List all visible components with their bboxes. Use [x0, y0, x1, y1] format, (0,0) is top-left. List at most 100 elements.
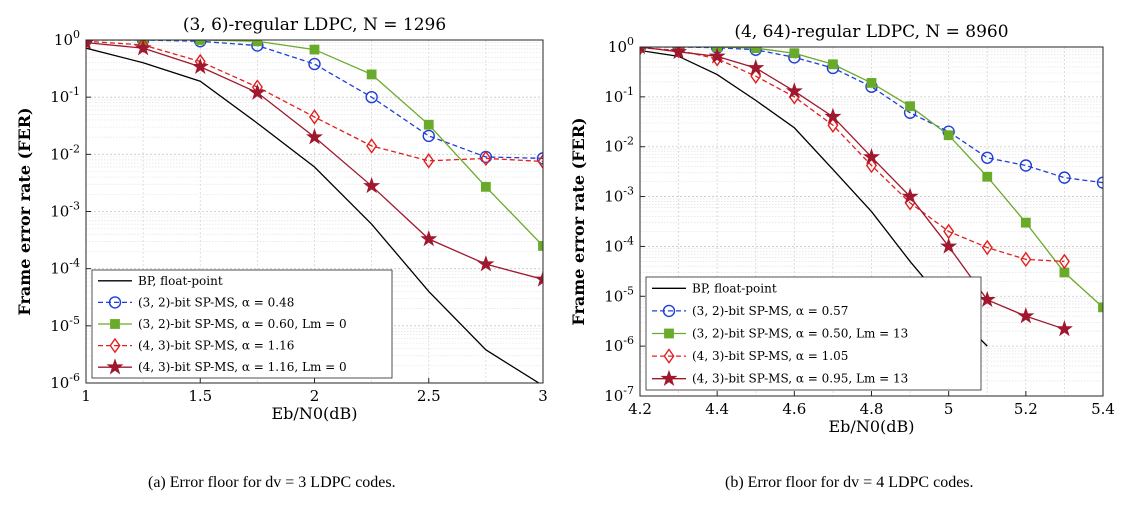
data-point	[365, 90, 378, 104]
data-point	[866, 78, 877, 88]
x-tick-label: 4.2	[628, 400, 652, 418]
y-tick-label: 10-6	[604, 334, 634, 355]
data-point	[747, 59, 765, 76]
data-point	[750, 68, 762, 84]
data-point	[1020, 217, 1031, 228]
series-1	[640, 47, 1103, 189]
legend-entry: (3, 2)-bit SP-MS, α = 0.60, Lm = 0	[138, 317, 347, 331]
data-point	[1058, 171, 1071, 184]
series-line	[86, 47, 541, 383]
series-line	[86, 40, 543, 163]
legend-0: BP, float-point (3, 2)-bit SP-MS, α = 0.4…	[91, 269, 393, 379]
x-tick-label: 2.5	[417, 387, 441, 405]
data-point	[943, 130, 954, 141]
data-point	[195, 40, 206, 45]
legend-marker	[110, 319, 120, 329]
data-point	[981, 239, 993, 256]
data-point	[905, 101, 915, 112]
data-point	[309, 44, 320, 55]
legend-entry: BP, float-point	[138, 274, 223, 288]
y-tick-label: 10-1	[604, 85, 634, 106]
data-point	[248, 83, 266, 100]
y-tick-label: 10-1	[50, 85, 80, 106]
legend-entry: (3, 2)-bit SP-MS, α = 0.50, Lm = 13	[692, 327, 908, 341]
legend-entry: BP, float-point	[692, 281, 777, 295]
y-axis-label: Frame error rate (FER)	[569, 117, 588, 325]
x-tick-label: 5	[944, 400, 954, 418]
data-point	[1096, 176, 1103, 189]
data-point	[191, 57, 209, 75]
legend-marker	[106, 358, 124, 375]
legend-marker	[109, 337, 121, 354]
series-2	[86, 40, 543, 251]
data-point	[828, 59, 838, 70]
data-point	[901, 187, 919, 204]
data-point	[423, 153, 435, 169]
x-tick-label: 1	[81, 387, 91, 405]
data-point	[1017, 307, 1035, 324]
x-tick-label: 5.4	[1091, 400, 1115, 418]
x-tick-label: 4.4	[705, 400, 729, 418]
y-tick-label: 10-2	[50, 142, 80, 163]
x-tick-label: 2	[310, 387, 320, 405]
y-tick-label: 10-4	[50, 257, 80, 278]
y-tick-label: 100	[54, 28, 80, 49]
y-tick-label: 100	[608, 35, 634, 56]
data-point	[673, 47, 685, 59]
legend-marker	[662, 304, 676, 318]
x-axis-label: Eb/N0(dB)	[829, 417, 915, 436]
data-point	[1020, 251, 1032, 268]
y-tick-label: 10-3	[50, 200, 80, 221]
legend-marker	[664, 328, 674, 339]
data-point	[194, 40, 207, 48]
legend-marker	[663, 348, 675, 364]
y-tick-label: 10-2	[604, 135, 634, 156]
legend-box	[91, 269, 393, 379]
legend-1: BP, float-point (3, 2)-bit SP-MS, α = 0.5…	[645, 276, 982, 391]
y-axis-label: Frame error rate (FER)	[15, 107, 34, 315]
data-point	[749, 47, 762, 56]
x-tick-label: 1.5	[188, 387, 212, 405]
y-tick-label: 10-3	[604, 185, 634, 206]
legend-box	[645, 276, 982, 391]
data-point	[477, 255, 495, 272]
data-point	[940, 237, 958, 254]
series-line	[640, 47, 1065, 263]
data-point	[366, 138, 378, 154]
data-point	[708, 47, 726, 64]
data-point	[862, 148, 881, 165]
caption-a-text: (a) Error floor for dv = 3 LDPC codes.	[148, 474, 396, 491]
data-point	[827, 117, 839, 134]
data-point	[423, 119, 434, 130]
x-tick-label: 3	[538, 387, 548, 405]
y-tick-label: 10-5	[604, 284, 634, 305]
data-point	[1058, 253, 1070, 270]
caption-a: (a) Error floor for dv = 3 LDPC codes.	[148, 474, 396, 492]
series-line	[86, 40, 543, 247]
data-point	[981, 151, 994, 164]
series-4	[86, 40, 543, 287]
data-point	[1059, 267, 1070, 278]
legend-marker	[660, 369, 678, 386]
data-point	[308, 57, 321, 71]
data-point	[537, 153, 543, 170]
legend-marker	[108, 296, 122, 309]
chart-title: (3, 6)-regular LDPC, N = 1296	[183, 15, 446, 35]
data-point	[134, 40, 152, 56]
data-point	[785, 82, 803, 99]
data-point	[534, 270, 543, 287]
caption-b: (b) Error floor for dv = 4 LDPC codes.	[725, 474, 974, 492]
y-tick-label: 10-5	[50, 314, 80, 335]
y-tick-label: 10-4	[604, 234, 634, 255]
y-tick-label: 10-7	[604, 384, 634, 405]
legend-entry: (4, 3)-bit SP-MS, α = 1.16, Lm = 0	[138, 360, 347, 374]
series-line	[640, 47, 1065, 330]
data-point	[536, 152, 543, 165]
legend-entry: (4, 3)-bit SP-MS, α = 0.95, Lm = 13	[692, 372, 908, 386]
series-4	[640, 47, 1073, 337]
data-point	[422, 129, 435, 143]
data-point	[308, 109, 321, 125]
data-point	[1055, 320, 1073, 337]
legend-entry: (3, 2)-bit SP-MS, α = 0.57	[692, 304, 848, 318]
